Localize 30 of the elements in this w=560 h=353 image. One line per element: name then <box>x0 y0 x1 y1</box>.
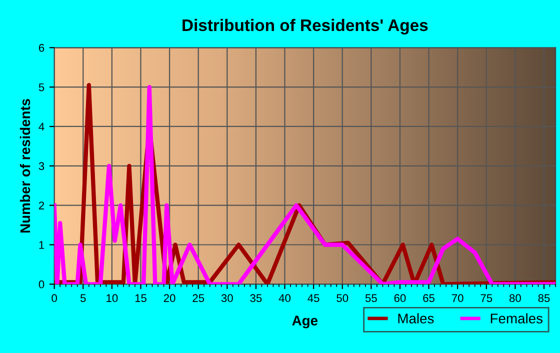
x-tick-label: 65 <box>423 294 434 302</box>
x-tick-label: 40 <box>278 294 290 302</box>
x-tick-label: 0 <box>52 294 57 302</box>
x-tick-label: 10 <box>106 294 118 302</box>
x-tick-label: 25 <box>192 294 204 302</box>
x-tick-label: 15 <box>135 294 146 302</box>
x-tick-label: 70 <box>452 294 464 302</box>
x-tick-label: 35 <box>250 294 262 302</box>
y-axis-title: Number of residents <box>20 98 30 233</box>
x-tick-label: 80 <box>509 294 521 302</box>
y-tick-label: 6 <box>38 44 44 52</box>
legend-label: Females <box>490 313 543 324</box>
y-tick-label: 5 <box>38 83 44 92</box>
x-axis-title: Age <box>292 316 318 328</box>
x-tick-label: 85 <box>538 294 550 302</box>
x-tick-label: 75 <box>480 294 492 302</box>
y-tick-label: 4 <box>38 122 44 131</box>
y-tick-label: 3 <box>38 162 44 170</box>
legend-label: Males <box>398 313 434 324</box>
x-tick-label: 55 <box>365 294 377 302</box>
y-tick-label: 0 <box>38 280 44 288</box>
y-tick-label: 2 <box>38 202 44 210</box>
x-tick-label: 30 <box>221 294 233 302</box>
x-tick-label: 20 <box>164 294 176 302</box>
x-tick-label: 45 <box>308 294 320 302</box>
y-tick-label: 1 <box>39 241 44 249</box>
chart-title: Distribution of Residents' Ages <box>182 18 428 35</box>
x-tick-label: 5 <box>80 294 86 302</box>
x-tick-label: 50 <box>336 294 348 302</box>
x-tick-label: 60 <box>394 294 406 302</box>
